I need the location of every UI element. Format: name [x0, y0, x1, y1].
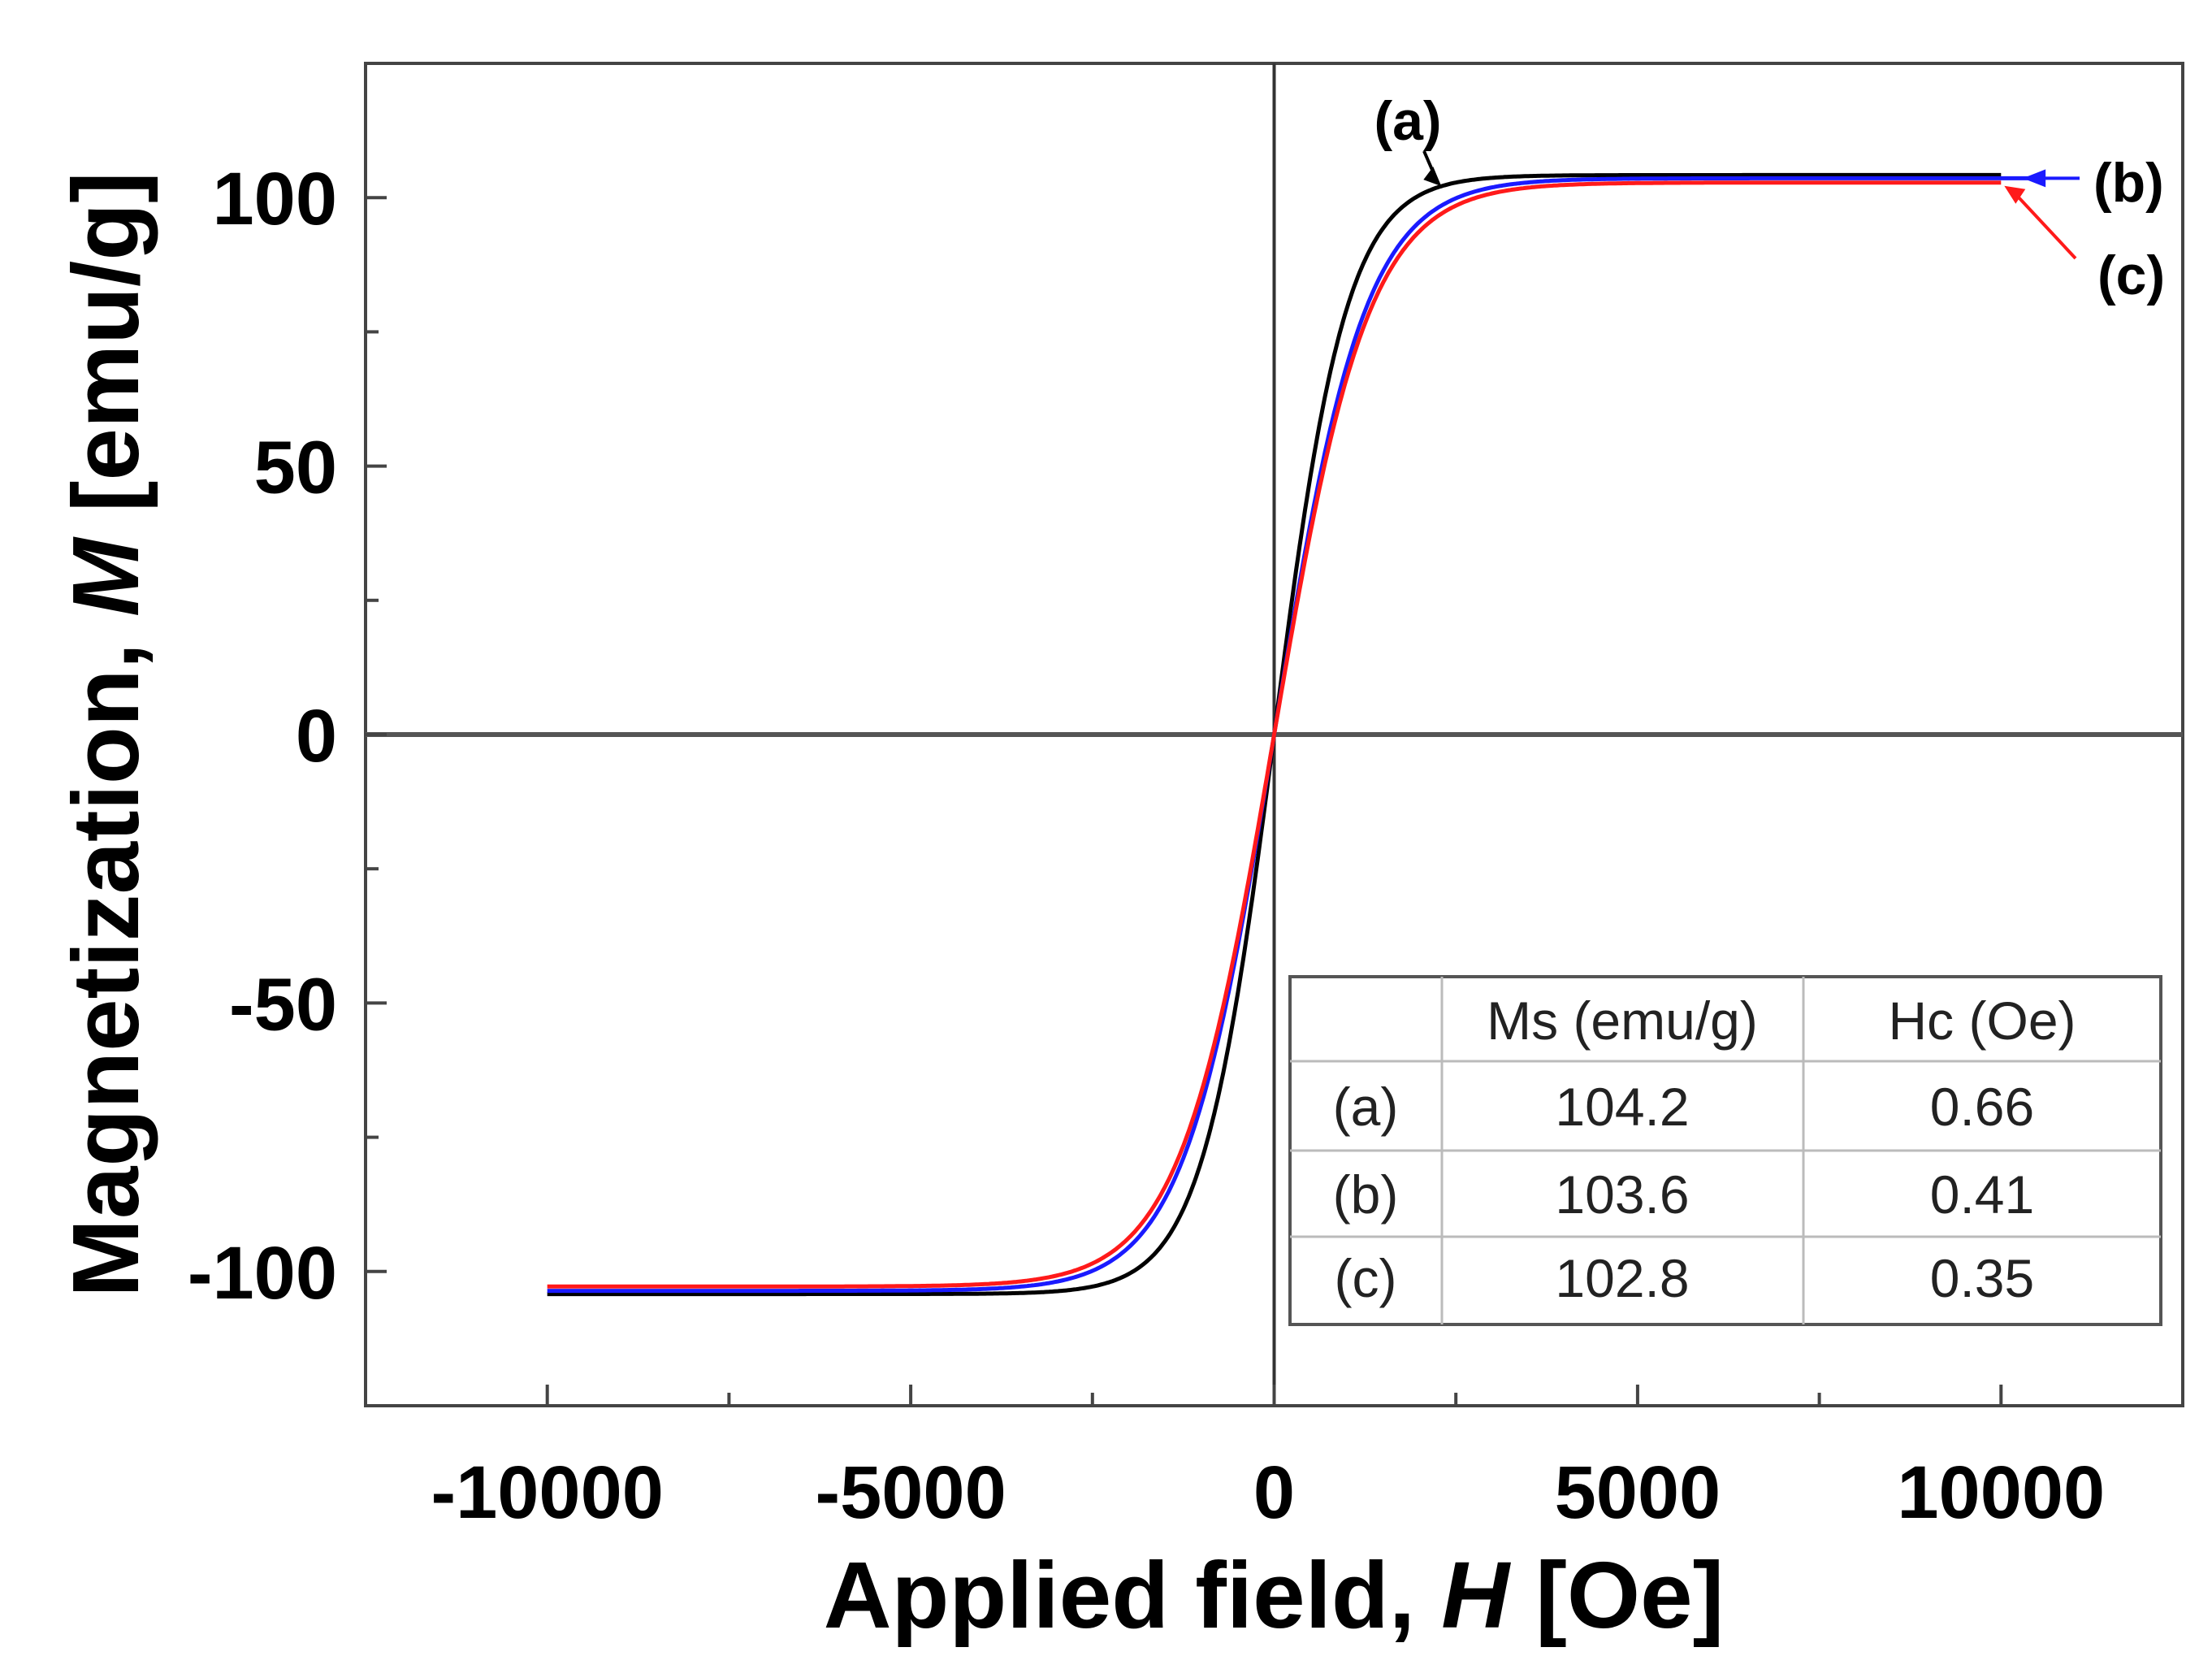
x-tick-label: -5000 — [815, 1451, 1006, 1534]
x-tick-label: -10000 — [431, 1451, 663, 1534]
x-tick-label: 10000 — [1897, 1451, 2105, 1534]
table-cell-hc: 0.41 — [1930, 1164, 2034, 1225]
annotation-arrowhead-c — [2004, 185, 2026, 204]
annotation-label-c: (c) — [2097, 245, 2165, 306]
table-cell-hc: 0.35 — [1930, 1248, 2034, 1308]
series-curves — [547, 172, 2037, 1297]
x-tick-label: 0 — [1253, 1451, 1295, 1534]
axis-ticks: -10000 -5000 0 5000 10000 -100 -50 0 50 100 — [188, 62, 2184, 1534]
y-tick-label: -100 — [188, 1232, 337, 1315]
table-cell-ms: 102.8 — [1555, 1248, 1689, 1308]
series-annotations: (a) (b) (c) — [1374, 90, 2165, 306]
y-tick-label: 0 — [296, 695, 337, 778]
y-tick-label: 50 — [254, 427, 337, 509]
table-cell-ms: 104.2 — [1555, 1077, 1689, 1137]
y-tick-label: -50 — [229, 963, 337, 1046]
table-row-label: (c) — [1335, 1248, 1397, 1308]
y-axis-title: Magnetization, M [emu/g] — [53, 171, 158, 1298]
annotation-label-a: (a) — [1374, 90, 1441, 152]
table-header-ms: Ms (emu/g) — [1487, 991, 1758, 1051]
table-header-hc: Hc (Oe) — [1889, 991, 2076, 1051]
annotation-arrowhead-b — [2023, 169, 2046, 188]
table-cell-hc: 0.66 — [1930, 1077, 2034, 1137]
series-line-c — [547, 180, 2002, 1289]
annotation-arrowhead-a — [1423, 167, 1442, 187]
x-tick-label: 5000 — [1555, 1451, 1721, 1534]
table-cell-ms: 103.6 — [1555, 1164, 1689, 1225]
annotation-leader-c — [2011, 189, 2077, 260]
y-tick-label: 100 — [213, 158, 338, 241]
table-row-label: (a) — [1333, 1077, 1399, 1137]
x-axis-title: Applied field, H [Oe] — [824, 1542, 1724, 1648]
annotation-label-b: (b) — [2093, 152, 2164, 214]
properties-table: Ms (emu/g) Hc (Oe) (a) 104.2 0.66 (b) 10… — [1288, 975, 2162, 1326]
table-row-label: (b) — [1333, 1164, 1399, 1225]
